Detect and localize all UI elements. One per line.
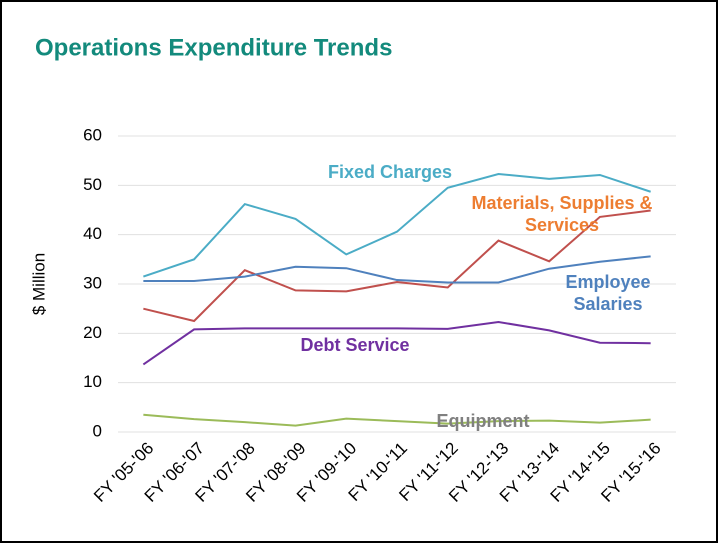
y-tick-label: 20 (83, 323, 102, 342)
y-tick-label: 60 (83, 125, 102, 144)
series-label: Employee Salaries (565, 272, 651, 314)
series-line (142, 320, 651, 366)
series-label: Debt Service (300, 335, 410, 355)
y-tick-label: 40 (83, 224, 102, 243)
series-line (143, 209, 651, 323)
y-tick-label: 50 (83, 175, 102, 194)
y-axis-label: $ Million (29, 253, 48, 315)
series-label: Fixed Charges (327, 162, 453, 182)
y-tick-label: 0 (93, 421, 102, 440)
series-label: Materials, Supplies & Services (471, 193, 653, 235)
series-label: Equipment (436, 411, 530, 431)
y-tick-label: 10 (83, 372, 102, 391)
chart-title: Operations Expenditure Trends (35, 34, 392, 61)
series-line (143, 172, 651, 278)
series-line (143, 255, 651, 284)
y-tick-label: 30 (83, 273, 102, 292)
series-line (143, 413, 651, 427)
